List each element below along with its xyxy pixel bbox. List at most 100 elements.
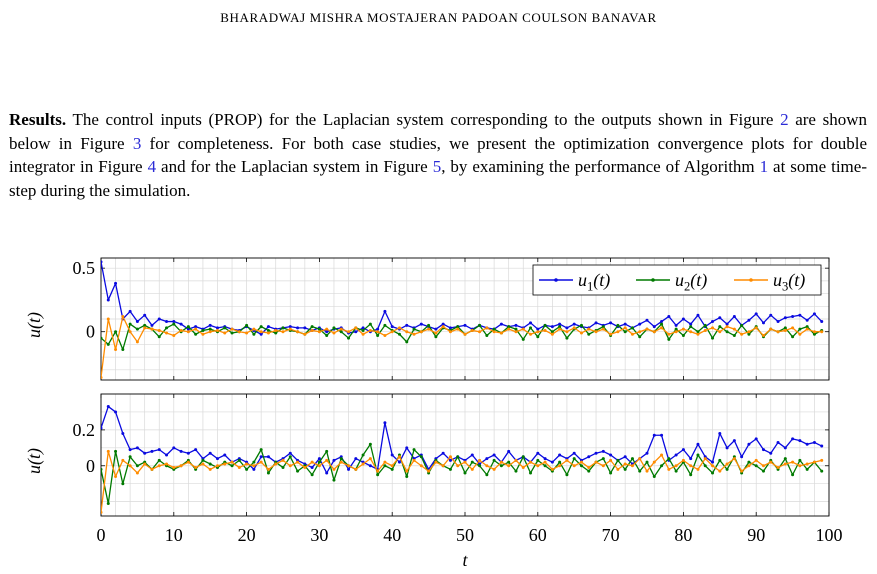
figure-2-link[interactable]: 2 — [780, 110, 789, 129]
data-point-u3 — [397, 326, 401, 330]
figure-3-link[interactable]: 3 — [132, 133, 142, 153]
figure-5-link[interactable]: 5 — [432, 157, 442, 176]
data-point-u2 — [703, 464, 707, 468]
data-point-u1 — [383, 309, 387, 313]
data-point-u2 — [114, 330, 118, 334]
data-point-u3 — [812, 460, 816, 464]
data-point-u2 — [157, 458, 161, 462]
data-point-u3 — [135, 471, 139, 475]
data-point-u3 — [405, 330, 409, 334]
data-point-u1 — [114, 410, 118, 414]
data-point-u3 — [266, 331, 270, 335]
y-tick-label: 0 — [86, 456, 95, 476]
data-point-u2 — [783, 457, 787, 461]
data-point-u3 — [514, 330, 518, 334]
legend-label-u1: u1(t) — [578, 270, 610, 294]
data-point-u3 — [558, 464, 562, 468]
data-point-u3 — [347, 464, 351, 468]
data-point-u3 — [623, 462, 627, 466]
data-point-u2 — [652, 475, 656, 479]
data-point-u1 — [660, 433, 664, 437]
data-point-u2 — [172, 322, 176, 326]
data-point-u3 — [776, 330, 780, 334]
data-point-u3 — [616, 330, 620, 334]
data-point-u1 — [812, 312, 816, 316]
data-point-u1 — [660, 320, 664, 324]
data-point-u1 — [754, 437, 758, 441]
data-point-u2 — [667, 337, 671, 341]
data-point-u1 — [470, 453, 474, 457]
data-point-u1 — [186, 451, 190, 455]
data-point-u2 — [805, 467, 809, 471]
data-point-u1 — [565, 326, 569, 330]
data-point-u1 — [354, 457, 358, 461]
data-point-u3 — [725, 462, 729, 466]
data-point-u1 — [623, 455, 627, 459]
data-point-u3 — [143, 326, 147, 330]
data-point-u2 — [397, 332, 401, 336]
data-point-u3 — [791, 460, 795, 464]
data-point-u3 — [529, 332, 533, 336]
data-point-u2 — [296, 469, 300, 473]
data-point-u2 — [135, 327, 139, 331]
data-point-u1 — [711, 460, 715, 464]
data-point-u2 — [579, 323, 583, 327]
data-point-u1 — [740, 455, 744, 459]
data-point-u1 — [572, 451, 576, 455]
data-point-u2 — [325, 449, 329, 453]
figure-4-link[interactable]: 4 — [147, 157, 157, 176]
data-point-u3 — [179, 328, 183, 332]
data-point-u2 — [361, 453, 365, 457]
data-point-u2 — [558, 460, 562, 464]
data-point-u3 — [689, 464, 693, 468]
data-point-u1 — [732, 439, 736, 443]
data-point-u3 — [470, 467, 474, 471]
data-point-u3 — [303, 332, 307, 336]
data-point-u1 — [179, 449, 183, 453]
series-line-u2 — [101, 323, 823, 351]
data-point-u3 — [667, 467, 671, 471]
data-point-u3 — [114, 475, 118, 479]
data-point-u1 — [783, 316, 787, 320]
legend-label-u2: u2(t) — [675, 270, 707, 294]
data-point-u3 — [252, 464, 256, 468]
data-point-u3 — [703, 328, 707, 332]
data-point-u1 — [194, 325, 198, 329]
data-point-u3 — [492, 467, 496, 471]
data-point-u2 — [696, 453, 700, 457]
data-point-u3 — [150, 327, 154, 331]
data-point-u2 — [288, 455, 292, 459]
data-point-u2 — [376, 473, 380, 477]
data-point-u3 — [165, 462, 169, 466]
data-point-u1 — [434, 327, 438, 331]
data-point-u3 — [660, 453, 664, 457]
data-point-u3 — [296, 460, 300, 464]
data-point-u1 — [791, 437, 795, 441]
data-point-u1 — [266, 455, 270, 459]
series-3-group — [101, 314, 824, 379]
data-point-u3 — [783, 328, 787, 332]
data-point-u1 — [798, 439, 802, 443]
data-point-u2 — [492, 327, 496, 331]
data-point-u3 — [725, 325, 729, 329]
data-point-u2 — [194, 332, 198, 336]
data-point-u2 — [463, 471, 467, 475]
data-point-u3 — [215, 464, 219, 468]
data-point-u1 — [303, 326, 307, 330]
data-point-u1 — [820, 320, 824, 324]
data-point-u3 — [128, 330, 132, 334]
data-point-u3 — [419, 330, 423, 334]
data-point-u2 — [623, 467, 627, 471]
data-point-u3 — [696, 467, 700, 471]
data-point-u1 — [186, 327, 190, 331]
data-point-u1 — [157, 317, 161, 321]
data-point-u2 — [383, 323, 387, 327]
data-point-u3 — [594, 460, 598, 464]
running-head: BHARADWAJ MISHRA MOSTAJERAN PADOAN COULS… — [220, 10, 657, 25]
data-point-u3 — [230, 327, 234, 331]
data-point-u1 — [681, 448, 685, 452]
data-point-u2 — [201, 328, 205, 332]
algorithm-1-link[interactable]: 1 — [759, 157, 769, 176]
data-point-u2 — [689, 325, 693, 329]
data-point-u2 — [667, 457, 671, 461]
